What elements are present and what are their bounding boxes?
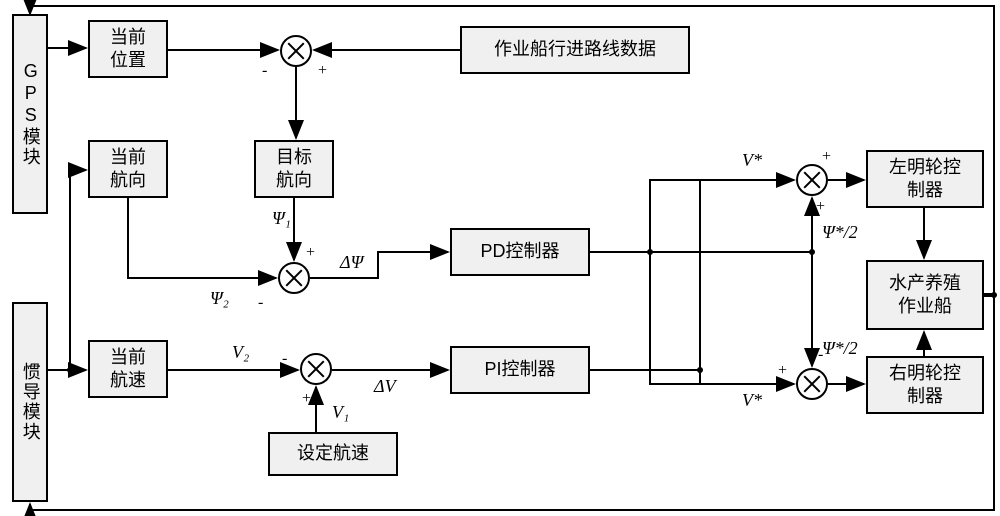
sum2-plus: + bbox=[306, 244, 315, 262]
gps-module-block: GPS模块 bbox=[12, 14, 48, 214]
sum3-minus: - bbox=[282, 350, 287, 368]
right-ctrl-label: 右明轮控 制器 bbox=[889, 362, 961, 409]
v1-label: V₁ bbox=[332, 402, 349, 423]
current-speed-block: 当前 航速 bbox=[88, 340, 168, 398]
tgt-hdg-label: 目标 航向 bbox=[276, 146, 312, 193]
sum4-plus-top: + bbox=[822, 148, 831, 166]
sum5-plus: + bbox=[778, 362, 787, 380]
boat-block: 水产养殖 作业船 bbox=[866, 260, 984, 330]
gps-label: GPS模块 bbox=[18, 61, 41, 167]
pi-label: PI控制器 bbox=[484, 358, 555, 381]
sum4-plus-bot: + bbox=[816, 198, 825, 216]
set-spd-label: 设定航速 bbox=[297, 442, 369, 465]
sum1-minus: - bbox=[262, 62, 267, 80]
sum-heading bbox=[278, 262, 310, 294]
ins-module-block: 惯导模块 bbox=[12, 302, 48, 502]
current-position-block: 当前 位置 bbox=[88, 20, 168, 78]
left-ctrl-label: 左明轮控 制器 bbox=[889, 156, 961, 203]
cur-spd-label: 当前 航速 bbox=[110, 346, 146, 393]
set-speed-block: 设定航速 bbox=[268, 432, 398, 476]
sum2-minus: - bbox=[258, 294, 263, 312]
vstar-bot-label: V* bbox=[742, 390, 762, 411]
current-heading-block: 当前 航向 bbox=[88, 140, 168, 198]
sum-left-wheel bbox=[796, 164, 828, 196]
psi2-label: Ψ₂ bbox=[210, 288, 229, 309]
sum-speed bbox=[300, 353, 332, 385]
boat-label: 水产养殖 作业船 bbox=[889, 272, 961, 319]
psi1-label: Ψ₁ bbox=[272, 208, 291, 229]
left-wheel-controller-block: 左明轮控 制器 bbox=[866, 150, 984, 208]
route-label: 作业船行进路线数据 bbox=[494, 38, 656, 61]
sum-position bbox=[280, 35, 312, 67]
right-wheel-controller-block: 右明轮控 制器 bbox=[866, 356, 984, 414]
pd-controller-block: PD控制器 bbox=[450, 228, 590, 276]
vstar-top-label: V* bbox=[742, 150, 762, 171]
ins-label: 惯导模块 bbox=[18, 362, 41, 442]
target-heading-block: 目标 航向 bbox=[254, 140, 334, 198]
dv-label: ΔV bbox=[374, 376, 396, 397]
sum3-plus: + bbox=[302, 390, 311, 408]
v2-label: V₂ bbox=[232, 342, 249, 363]
dpsi-label: ΔΨ bbox=[340, 252, 363, 273]
sum1-plus: + bbox=[318, 62, 327, 80]
pd-label: PD控制器 bbox=[480, 240, 559, 263]
cur-pos-label: 当前 位置 bbox=[110, 26, 146, 73]
psi-half-bot-label: Ψ*/2 bbox=[822, 338, 858, 359]
psi-half-top-label: Ψ*/2 bbox=[822, 222, 858, 243]
route-data-block: 作业船行进路线数据 bbox=[460, 26, 690, 74]
pi-controller-block: PI控制器 bbox=[450, 346, 590, 394]
cur-hdg-label: 当前 航向 bbox=[110, 146, 146, 193]
sum-right-wheel bbox=[796, 368, 828, 400]
